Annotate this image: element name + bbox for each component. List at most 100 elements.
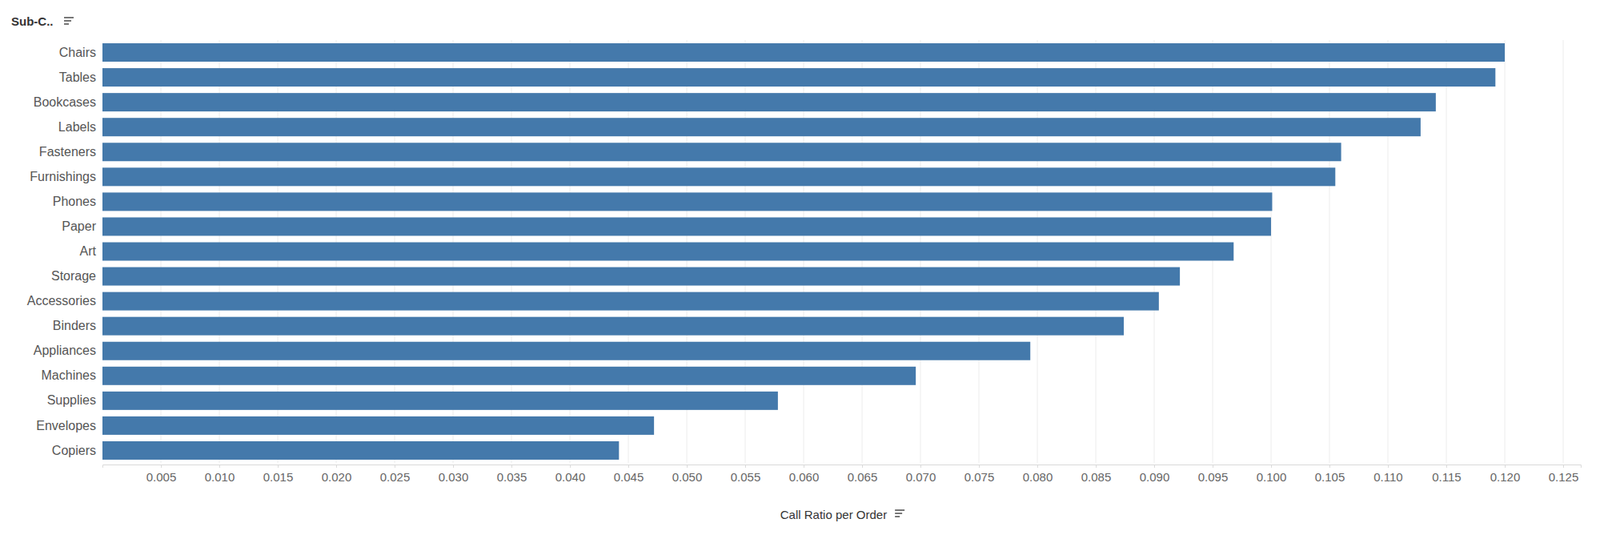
bar[interactable] xyxy=(102,292,1159,311)
grid-line xyxy=(1504,40,1506,463)
y-tick: Fasteners xyxy=(39,144,97,159)
y-tick: Supplies xyxy=(47,392,97,407)
bar[interactable] xyxy=(102,341,1031,361)
bar[interactable] xyxy=(102,43,1505,62)
sort-icon[interactable] xyxy=(64,17,74,25)
x-tick-mark xyxy=(803,464,805,468)
bar[interactable] xyxy=(102,242,1234,261)
y-tick-label: Labels xyxy=(58,120,97,134)
x-tick: 0.055 xyxy=(730,464,762,484)
bar[interactable] xyxy=(102,192,1272,211)
x-tick-mark xyxy=(160,464,162,468)
x-tick-label: 0.060 xyxy=(789,469,820,484)
x-tick-mark xyxy=(745,464,746,468)
sort-icon-line xyxy=(64,23,69,25)
x-tick: 0.050 xyxy=(672,464,703,484)
sort-icon-line xyxy=(64,20,72,22)
x-tick: 0.040 xyxy=(555,464,586,484)
x-tick-mark xyxy=(453,464,454,468)
bar[interactable] xyxy=(102,416,654,435)
x-axis-line xyxy=(103,465,1582,469)
sort-icon-line xyxy=(894,509,905,511)
x-tick-mark xyxy=(686,464,688,468)
y-tick: Binders xyxy=(52,318,97,333)
x-tick-label: 0.070 xyxy=(906,469,937,484)
x-tick-label: 0.085 xyxy=(1081,469,1112,484)
x-tick-mark xyxy=(628,464,630,468)
bars xyxy=(102,43,1505,460)
x-tick: 0.065 xyxy=(847,464,879,484)
x-tick-mark xyxy=(511,464,513,468)
x-tick-label: 0.055 xyxy=(730,469,762,484)
x-tick-mark xyxy=(1154,464,1155,468)
x-tick-label: 0.050 xyxy=(672,469,703,484)
x-tick-mark xyxy=(1212,464,1214,468)
y-tick-label: Furnishings xyxy=(29,169,97,184)
bar[interactable] xyxy=(102,216,1272,236)
x-tick-mark xyxy=(862,464,863,468)
x-tick-label: 0.015 xyxy=(263,469,294,484)
bar[interactable] xyxy=(102,167,1336,186)
bar[interactable] xyxy=(102,391,778,410)
y-tick: Copiers xyxy=(52,443,97,458)
x-tick: 0.100 xyxy=(1256,464,1288,484)
sort-icon-line xyxy=(894,515,900,518)
bar[interactable] xyxy=(102,142,1342,161)
bar[interactable] xyxy=(102,267,1180,286)
grid-line xyxy=(1563,40,1564,463)
y-tick-label: Chairs xyxy=(59,45,97,60)
x-tick-label: 0.040 xyxy=(555,469,586,484)
y-tick: Accessories xyxy=(27,293,97,308)
y-tick: Envelopes xyxy=(36,418,97,433)
x-tick-label: 0.090 xyxy=(1139,469,1171,484)
sort-icon[interactable] xyxy=(894,509,905,517)
sort-icon-line xyxy=(894,512,903,514)
bar[interactable] xyxy=(102,366,916,385)
x-tick-mark xyxy=(978,464,980,468)
x-tick: 0.085 xyxy=(1081,464,1112,484)
x-tick-label: 0.105 xyxy=(1315,469,1346,484)
bar[interactable] xyxy=(102,441,619,460)
x-tick: 0.120 xyxy=(1490,464,1521,484)
x-tick-mark xyxy=(1037,464,1039,468)
x-tick-label: 0.020 xyxy=(321,469,353,484)
y-tick-label: Bookcases xyxy=(33,95,97,109)
x-tick: 0.060 xyxy=(789,464,820,484)
y-tick-label: Supplies xyxy=(47,392,97,407)
bar[interactable] xyxy=(102,92,1436,112)
y-tick: Tables xyxy=(59,70,97,85)
x-tick-label: 0.100 xyxy=(1256,469,1288,484)
y-tick-label: Art xyxy=(80,244,97,258)
x-tick: 0.070 xyxy=(906,464,937,484)
y-tick-label: Storage xyxy=(51,268,97,283)
x-tick-mark xyxy=(1387,464,1389,468)
y-tick: Storage xyxy=(51,268,97,283)
bar[interactable] xyxy=(102,117,1421,137)
x-tick: 0.030 xyxy=(438,464,470,484)
y-tick: Labels xyxy=(58,120,97,134)
y-tick-label: Envelopes xyxy=(36,418,97,433)
x-tick-mark xyxy=(569,464,571,468)
chart: 0.0050.0100.0150.0200.0250.0300.0350.040… xyxy=(0,0,1600,543)
y-tick: Appliances xyxy=(33,343,97,357)
y-tick: Phones xyxy=(52,194,97,209)
y-tick-label: Copiers xyxy=(52,443,97,458)
y-tick-label: Paper xyxy=(61,219,97,233)
x-tick: 0.025 xyxy=(380,464,411,484)
x-tick-mark xyxy=(277,464,279,468)
x-tick: 0.005 xyxy=(146,464,177,484)
x-tick: 0.075 xyxy=(964,464,995,484)
x-tick-label: 0.005 xyxy=(146,469,177,484)
x-tick-mark xyxy=(1504,464,1506,468)
x-tick-label: 0.115 xyxy=(1431,469,1461,484)
x-tick: 0.105 xyxy=(1315,464,1346,484)
y-tick-label: Phones xyxy=(52,194,97,209)
x-tick-label: 0.095 xyxy=(1198,469,1229,484)
x-tick: 0.015 xyxy=(263,464,294,484)
x-tick-mark xyxy=(394,464,396,468)
bar[interactable] xyxy=(102,68,1496,87)
y-tick: Art xyxy=(80,244,97,258)
bar[interactable] xyxy=(102,316,1124,336)
x-tick-mark xyxy=(1446,464,1448,468)
x-tick-mark xyxy=(336,464,337,468)
